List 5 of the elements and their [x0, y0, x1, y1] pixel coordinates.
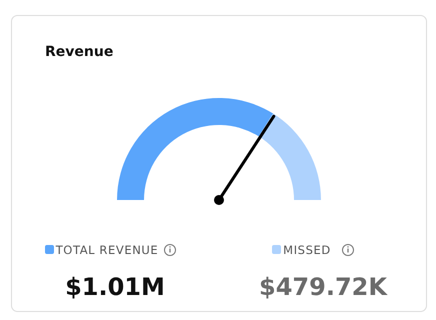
data-label: $1.01M	[65, 273, 165, 301]
legend-label: TOTAL REVENUE	[54, 243, 158, 257]
data-label: $479.72K	[259, 273, 388, 301]
legend-label: MISSED	[283, 243, 331, 257]
chart-title: Revenue	[45, 44, 114, 60]
